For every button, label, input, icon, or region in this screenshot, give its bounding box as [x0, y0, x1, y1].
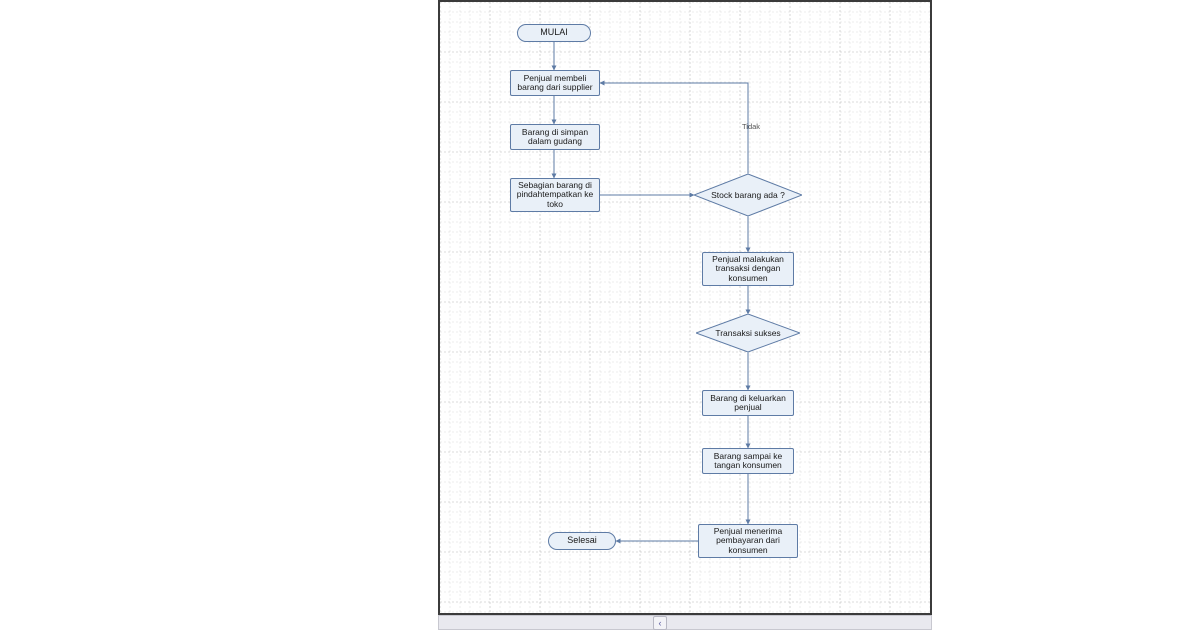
- flowchart-decision[interactable]: Transaksi sukses: [696, 314, 800, 352]
- flowchart-process[interactable]: Sebagian barang di pindahtempatkan ke to…: [510, 178, 600, 212]
- flowchart-process[interactable]: Penjual menerima pembayaran dari konsume…: [698, 524, 798, 558]
- flowchart-process[interactable]: Barang sampai ke tangan konsumen: [702, 448, 794, 474]
- flowchart-terminator[interactable]: MULAI: [517, 24, 591, 42]
- flowchart-decision[interactable]: Stock barang ada ?: [694, 174, 802, 216]
- edge-label: Tidak: [742, 122, 760, 131]
- scroll-left-button[interactable]: ‹: [653, 616, 667, 630]
- flowchart-process[interactable]: Penjual malakukan transaksi dengan konsu…: [702, 252, 794, 286]
- drawing-canvas[interactable]: MULAI Penjual membeli barang dari supplie…: [438, 0, 932, 615]
- horizontal-scrollbar[interactable]: ‹: [438, 615, 932, 630]
- flowchart-process[interactable]: Barang di keluarkan penjual: [702, 390, 794, 416]
- flowchart-process[interactable]: Barang di simpan dalam gudang: [510, 124, 600, 150]
- left-blank-panel: [0, 0, 438, 630]
- flowchart-process[interactable]: Penjual membeli barang dari supplier: [510, 70, 600, 96]
- stage: MULAI Penjual membeli barang dari supplie…: [0, 0, 1200, 630]
- flowchart-terminator[interactable]: Selesai: [548, 532, 616, 550]
- chevron-left-icon: ‹: [659, 619, 662, 628]
- node-label: Stock barang ada ?: [705, 191, 791, 200]
- node-label: Transaksi sukses: [709, 329, 786, 338]
